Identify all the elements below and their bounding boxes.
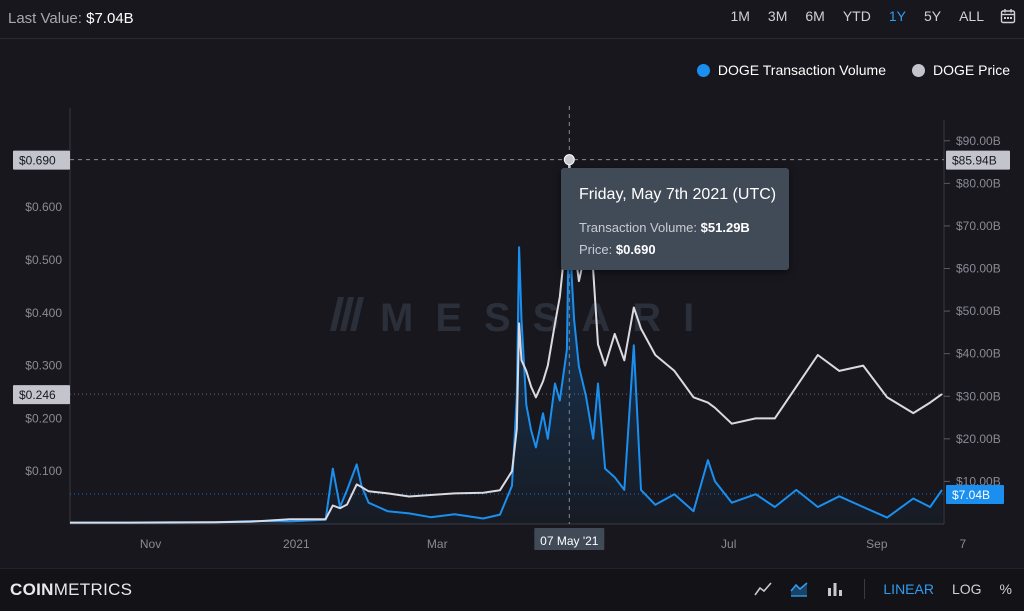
volume-area-fill xyxy=(70,191,942,524)
right-axis-tick-label: $60.00B xyxy=(956,262,1001,276)
price-marker xyxy=(563,154,575,166)
x-axis-tick-label: Sep xyxy=(866,537,888,551)
tools-separator xyxy=(864,579,866,599)
watermark-text: MESSARI xyxy=(380,296,716,340)
range-selector: 1M 3M 6M YTD 1Y 5Y ALL xyxy=(712,8,1016,24)
last-value-amount: $7.04B xyxy=(86,10,134,27)
scale-button-log[interactable]: LOG xyxy=(951,581,982,597)
last-value: Last Value: $7.04B xyxy=(8,10,134,27)
watermark: MESSARI xyxy=(330,296,716,340)
right-crosshair-volume-label: $85.94B xyxy=(952,154,997,168)
left-axis-tick-label: $0.100 xyxy=(25,464,62,478)
right-axis-tick-label: $90.00B xyxy=(956,134,1001,148)
chart-tools: LINEAR LOG % xyxy=(736,579,1012,599)
left-crosshair-price-label-box xyxy=(13,150,70,170)
left-axis-tick-label: $0.400 xyxy=(25,306,62,320)
left-axis-tick-label: $0.600 xyxy=(25,200,62,214)
x-crosshair-date-label: 07 May '21 xyxy=(540,534,599,548)
legend-dot-price xyxy=(911,63,925,77)
right-axis-tick-label: $50.00B xyxy=(956,304,1001,318)
range-button-3m[interactable]: 3M xyxy=(767,8,788,24)
last-value-label: Last Value: xyxy=(8,10,82,27)
brand-rest: METRICS xyxy=(53,580,133,599)
left-axis-tick-label: $0.300 xyxy=(25,359,62,373)
x-axis-tick-label: 7 xyxy=(959,537,966,551)
x-axis-tick-label: Mar xyxy=(427,537,448,551)
series-layer xyxy=(70,154,943,524)
range-button-5y[interactable]: 5Y xyxy=(923,8,942,24)
right-axis-tick-label: $20.00B xyxy=(956,432,1001,446)
brand-logo: COINMETRICS xyxy=(10,580,132,600)
range-button-ytd[interactable]: YTD xyxy=(842,8,871,24)
line-chart-icon[interactable] xyxy=(754,580,772,598)
range-button-1m[interactable]: 1M xyxy=(730,8,750,24)
x-axis-tick-label: Jul xyxy=(721,537,736,551)
right-axis: $10.00B $20.00B $30.00B $40.00B $50.00B $60.0… xyxy=(943,120,1001,524)
tooltip-price-label: Price: xyxy=(579,242,613,257)
tooltip-volume: Transaction Volume: $51.29B xyxy=(579,220,750,235)
range-button-all[interactable]: ALL xyxy=(959,8,984,24)
range-button-1y[interactable]: 1Y xyxy=(888,8,906,24)
right-last-volume-label: $7.04B xyxy=(952,488,990,502)
left-crosshair-price-label: $0.690 xyxy=(19,154,56,168)
right-axis-tick-label: $40.00B xyxy=(956,347,1001,361)
tooltip-volume-value: $51.29B xyxy=(700,220,750,235)
header-bar: Last Value: $7.04B 1M 3M 6M YTD 1Y 5Y AL… xyxy=(0,0,1024,39)
chart-area[interactable]: MESSARI $0.100$0.200$0.300$0.400$0.500$0… xyxy=(0,0,1024,568)
legend-label-volume: DOGE Transaction Volume xyxy=(717,62,886,78)
left-axis-tick-label: $0.200 xyxy=(25,411,62,425)
chart-legend: DOGE Transaction Volume DOGE Price xyxy=(671,62,1010,78)
right-axis-tick-label: $70.00B xyxy=(956,219,1001,233)
legend-item-volume[interactable]: DOGE Transaction Volume xyxy=(696,62,886,78)
axis-value-labels: $0.690 $85.94B $0.246 $7.04B 07 May '21 xyxy=(13,150,1010,550)
brand-bold: COIN xyxy=(10,580,54,599)
right-axis-tick-label: $10.00B xyxy=(956,474,1001,488)
range-button-6m[interactable]: 6M xyxy=(805,8,825,24)
calendar-icon[interactable] xyxy=(1000,8,1016,24)
tooltip-title: Friday, May 7th 2021 (UTC) xyxy=(579,186,777,203)
scale-button-linear[interactable]: LINEAR xyxy=(883,581,934,597)
tooltip-price-value: $0.690 xyxy=(615,242,656,257)
area-chart-icon[interactable] xyxy=(790,580,808,598)
tooltip-volume-label: Transaction Volume: xyxy=(579,220,698,235)
x-axis: Nov 2021 Mar Jul Sep 7 xyxy=(70,523,966,551)
footer-bar: COINMETRICS LINEAR LOG % xyxy=(0,568,1024,611)
scale-button-percent[interactable]: % xyxy=(999,581,1012,597)
left-last-price-label-box xyxy=(13,385,70,405)
right-axis-tick-label: $80.00B xyxy=(956,176,1001,190)
left-last-price-label: $0.246 xyxy=(19,388,56,402)
watermark-logo xyxy=(330,297,364,331)
right-last-volume-label-box xyxy=(946,485,1004,505)
price-line xyxy=(70,158,943,524)
right-axis-tick-label: $30.00B xyxy=(956,389,1001,403)
legend-item-price[interactable]: DOGE Price xyxy=(911,62,1010,78)
left-axis-tick-label: $0.500 xyxy=(25,253,62,267)
right-crosshair-volume-label-box xyxy=(946,150,1010,170)
x-crosshair-date-label-box xyxy=(534,528,605,550)
left-axis: $0.100 $0.200 $0.300 $0.400 $0.500 $0.600 xyxy=(25,108,71,524)
legend-dot-volume xyxy=(696,63,710,77)
legend-label-price: DOGE Price xyxy=(932,62,1010,78)
x-axis-tick-label: Nov xyxy=(140,537,161,551)
x-axis-tick-label: 2021 xyxy=(283,537,310,551)
volume-line xyxy=(70,190,943,524)
tooltip: Friday, May 7th 2021 (UTC) Transaction V… xyxy=(561,168,789,270)
bar-chart-icon[interactable] xyxy=(826,580,844,598)
tooltip-price: Price: $0.690 xyxy=(579,242,656,257)
